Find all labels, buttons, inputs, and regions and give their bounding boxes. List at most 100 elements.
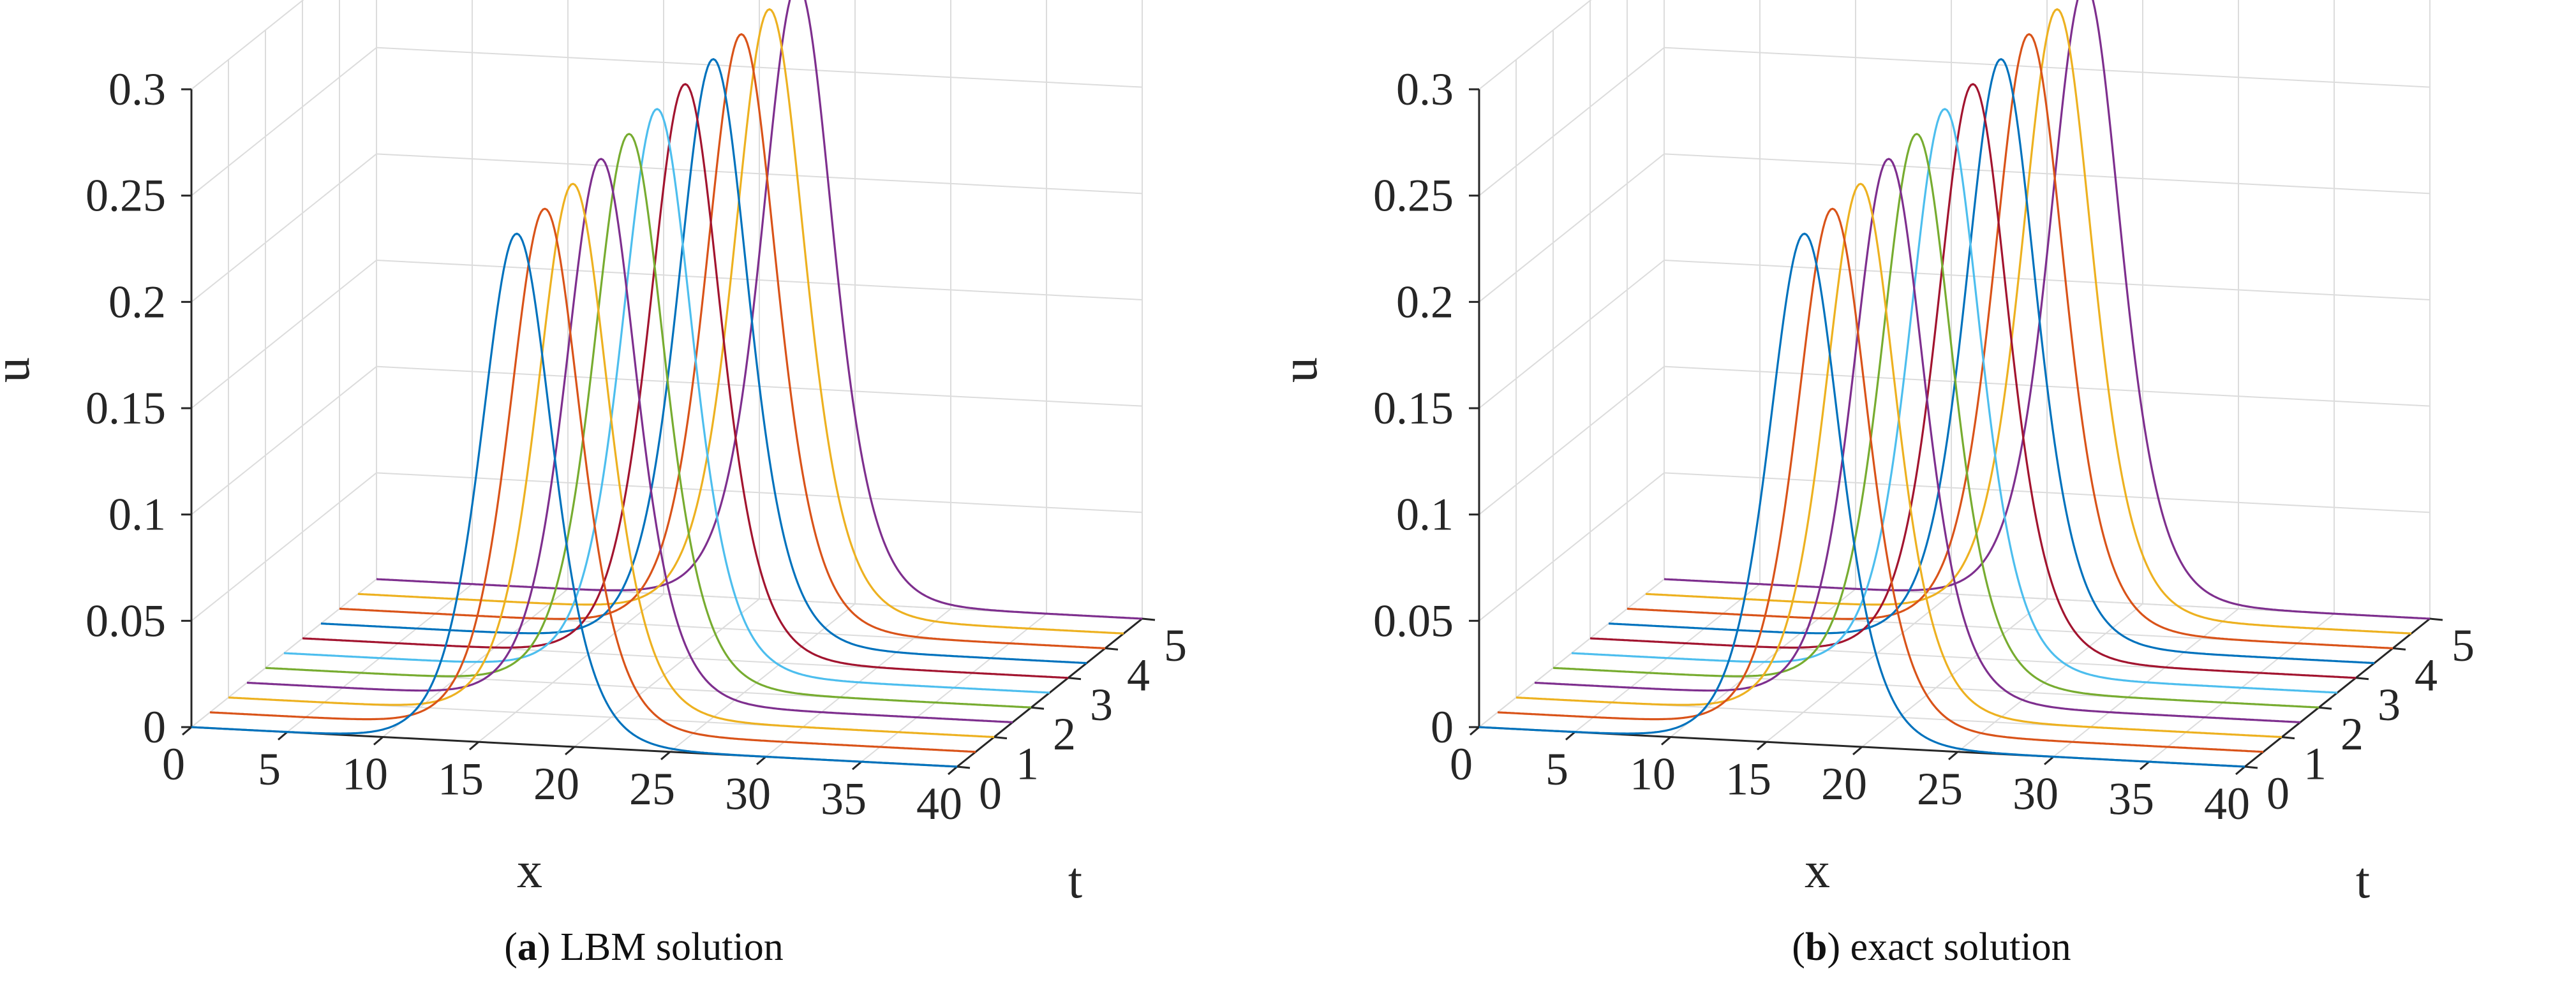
chart-b-t-tick-label-4: 4 [2415,649,2438,700]
chart-b-series-t=3.0 [1590,83,2356,679]
chart-a-series-t=0.5 [209,207,976,753]
chart-b-u-tick-label-6: 0.3 [1396,64,1454,115]
chart-b-x-tick-mark-8 [2235,765,2245,776]
chart-a-series-t=4.5 [357,8,1124,635]
chart-a-left-grid-z-1 [191,472,377,622]
caption-a-letter: a [517,925,537,969]
chart-b-t-tick-mark-0 [2244,765,2258,769]
chart-a-x-tick-mark-2 [373,736,383,746]
chart-b-x-tick-label-8: 40 [2204,778,2250,829]
chart-a-x-tick-label-3: 15 [438,753,484,804]
chart-a-x-tick-mark-3 [469,741,479,751]
chart-a-u-tick-label-5: 0.25 [86,170,166,221]
chart-b-x-tick-label-1: 5 [1545,744,1568,795]
chart-a-left-grid-z-3 [191,260,377,409]
chart-b-u-tick-label-4: 0.2 [1396,276,1454,327]
chart-b-plot: 0 5 10 15 20 25 30 35 40 01234500.050.10.150.20.2… [1288,0,2475,909]
chart-a-u-axis-label: u [0,357,40,383]
chart-b-left-grid-z-3 [1478,260,1665,409]
chart-b-u-tick-label-1: 0.05 [1373,595,1454,646]
chart-a-x-tick-mark-0 [182,726,192,736]
chart-a-u-tick-label-1: 0.05 [86,595,166,646]
chart-a-u-tick-label-6: 0.3 [108,64,166,115]
chart-b-x-tick-mark-1 [1565,731,1575,741]
chart-b-series-t=3.5 [1608,58,2375,665]
chart-a-u-tick-label-3: 0.15 [86,383,166,434]
chart-a-x-tick-label-2: 10 [342,749,388,800]
chart-b-x-tick-label-0: 0 [1450,739,1473,790]
chart-b-u-tick-label-0: 0 [1431,702,1454,753]
chart-a-back-grid-z-5 [376,47,1143,88]
chart-a-t-axis-label: t [1068,853,1082,909]
chart-a-back-grid-z-4 [376,153,1143,195]
chart-b-back-grid-z-4 [1664,153,2431,195]
chart-a-t-tick-mark-4 [1105,647,1119,651]
chart-panel-b: 0 5 10 15 20 25 30 35 40 0 1 2 3 4 5 0 0.05 0.1 0.15 0.2 0.2… [1288,0,2575,995]
chart-b-floor-grid-x-3 [1766,593,1952,743]
chart-a-x-tick-label-6: 30 [725,769,771,820]
chart-a-floor-grid-x-5 [669,603,856,753]
chart-a-floor-grid-x-3 [478,593,664,743]
chart-a-t-tick-label-2: 2 [1053,709,1076,760]
chart-b-t-tick-mark-5 [2429,617,2443,621]
chart-b-t-tick-label-1: 1 [2304,739,2327,790]
chart-b-t-tick-label-5: 5 [2452,620,2475,671]
chart-a-u-tick-label-0: 0 [143,702,166,753]
chart-b-series-t=5.0 [1664,0,2431,620]
chart-b-x-tick-label-7: 35 [2108,773,2154,824]
chart-a-series-t=0.0 [191,232,958,768]
chart-b-back-grid-z-5 [1664,47,2431,88]
chart-a-x-tick-label-7: 35 [821,773,867,824]
chart-b-left-grid-z-1 [1478,472,1665,622]
chart-b-u-tick-label-3: 0.15 [1373,383,1454,434]
chart-b-u-axis-label: u [1288,357,1328,383]
chart-b-series-t=2.0 [1552,133,2319,709]
chart-b-t-tick-mark-2 [2318,706,2332,710]
chart-a-series-t=1.5 [246,158,1013,723]
chart-a-t-tick-mark-5 [1142,617,1156,621]
chart-b-left-grid-z-5 [1478,47,1665,196]
caption-b-letter: b [1805,925,1828,969]
chart-b-t-axis-label: t [2356,853,2370,909]
chart-a-series-t=4.0 [339,33,1106,649]
caption-b-text: exact solution [1850,925,2071,969]
chart-b-left-grid-z-4 [1478,153,1665,303]
chart-b-t-tick-mark-1 [2281,736,2295,740]
chart-a-x-tick-mark-8 [948,765,958,776]
chart-b-x-tick-label-4: 20 [1821,758,1867,809]
chart-b-x-tick-mark-2 [1661,736,1671,746]
chart-b-x-tick-mark-5 [1948,751,1958,760]
chart-b-t-tick-mark-3 [2355,677,2369,681]
chart-b-x-tick-mark-4 [1852,746,1863,756]
chart-a-series-t=2.5 [283,108,1050,694]
chart-a-t-tick-label-3: 3 [1090,679,1113,730]
chart-a-x-tick-mark-6 [756,756,766,765]
chart-b-x-tick-mark-6 [2044,756,2054,765]
chart-b-back-grid-z-1 [1664,472,2431,513]
chart-a-x-tick-label-4: 20 [533,758,579,809]
chart-a-series-t=2.0 [265,133,1032,709]
chart-b-t-tick-mark-4 [2392,647,2406,651]
chart-a-u-tick-label-2: 0.1 [108,489,166,540]
chart-b-x-tick-label-6: 30 [2013,769,2059,820]
chart-a-t-tick-label-1: 1 [1016,739,1039,790]
chart-a-series-t=3.5 [320,58,1087,665]
chart-b-x-tick-mark-3 [1757,741,1767,751]
chart-b-x-tick-label-2: 10 [1630,749,1676,800]
chart-b-floor-grid-x-4 [1861,598,2048,748]
chart-b-x-tick-mark-0 [1470,726,1480,736]
chart-b-x-tick-label-5: 25 [1917,763,1963,814]
chart-a-t-tick-label-0: 0 [979,768,1002,819]
chart-a-floor-grid-x-4 [574,598,760,748]
chart-a-t-tick-mark-0 [957,765,971,769]
chart-a-series-t=1.0 [228,182,995,739]
chart-b-t-tick-label-3: 3 [2378,679,2401,730]
chart-a-left-grid-z-5 [191,47,377,196]
chart-b-left-grid-z-2 [1478,365,1665,515]
chart-b-u-tick-label-5: 0.25 [1373,170,1454,221]
chart-a-t-tick-mark-1 [994,736,1008,740]
chart-a-series-t=5.0 [376,0,1143,620]
chart-a-plot: 0 5 10 15 20 25 30 35 40 01234500.050.10.150.20.2… [0,0,1187,909]
chart-a-t-tick-label-5: 5 [1164,620,1187,671]
chart-b-t-tick-label-2: 2 [2341,709,2364,760]
